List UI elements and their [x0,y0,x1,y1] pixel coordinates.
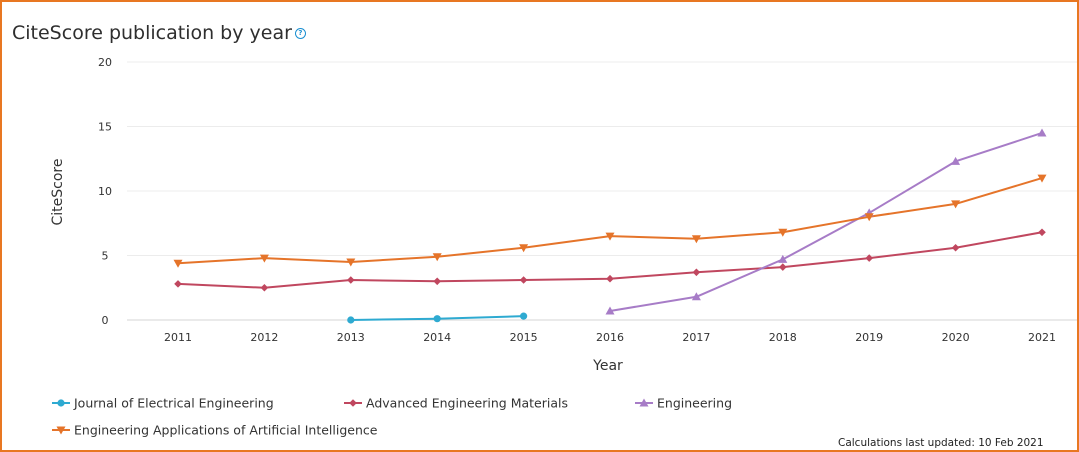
x-tick-label: 2013 [337,331,365,344]
data-point-marker[interactable] [347,276,355,284]
data-point-marker[interactable] [692,268,701,277]
data-point-marker[interactable] [951,200,961,209]
data-point-marker[interactable] [778,228,788,237]
x-tick-label: 2020 [942,331,970,344]
legend-label: Journal of Electrical Engineering [73,396,274,411]
legend-marker[interactable] [57,399,65,407]
data-point-marker[interactable] [173,259,183,268]
last-updated-note: Calculations last updated: 10 Feb 2021 [838,437,1044,449]
x-tick-labels: 2011 2012 2013 2014 2015 2016 2017 2018 2019 2020… [164,331,1056,344]
data-point-marker[interactable] [691,292,701,301]
x-tick-label: 2015 [510,331,538,344]
x-axis-title: Year [592,358,623,374]
data-point-marker[interactable] [605,306,615,315]
x-tick-label: 2016 [596,331,624,344]
data-point-marker[interactable] [606,274,614,283]
legend-marker[interactable] [349,399,357,407]
question-circle-icon[interactable]: ? [294,28,306,39]
data-point-marker[interactable] [519,276,528,284]
legend-item[interactable]: Engineering Applications of Artificial I… [52,423,378,438]
data-point-marker[interactable] [779,263,787,271]
series-markers [173,128,1047,324]
y-tick-label: 10 [98,185,112,198]
data-point-marker[interactable] [433,315,441,323]
data-point-marker[interactable] [1037,128,1047,137]
series-lines [177,131,1043,321]
x-tick-label: 2017 [682,331,710,344]
legend-label: Engineering Applications of Artificial I… [74,423,378,438]
legend-label: Engineering [657,396,732,411]
data-point-marker[interactable] [346,258,356,267]
data-point-marker[interactable] [260,283,269,292]
data-point-marker[interactable] [1037,174,1047,183]
series-line [609,131,1043,312]
data-point-marker[interactable] [259,254,269,263]
legend-label: Advanced Engineering Materials [366,396,568,411]
x-tick-label: 2012 [250,331,278,344]
legend-item[interactable]: Journal of Electrical Engineering [52,396,274,411]
y-tick-label: 0 [102,314,109,327]
legend-marker[interactable] [56,426,66,435]
data-point-marker[interactable] [951,156,961,165]
data-point-marker[interactable] [951,243,960,252]
data-point-marker[interactable] [433,277,441,286]
data-point-marker[interactable] [1038,228,1046,237]
chart-title: CiteScore publication by year? [12,22,306,44]
x-tick-label: 2014 [423,331,451,344]
legend-marker[interactable] [639,398,649,407]
chart-legend: Journal of Electrical Engineering Advance… [52,396,732,438]
data-point-marker[interactable] [520,312,528,320]
data-point-marker[interactable] [519,244,529,253]
y-tick-labels: 0 5 10 15 20 [98,56,112,327]
x-tick-label: 2021 [1028,331,1056,344]
x-tick-label: 2011 [164,331,192,344]
legend-item[interactable]: Advanced Engineering Materials [344,396,568,411]
data-point-marker[interactable] [864,213,874,222]
data-point-marker[interactable] [347,316,355,324]
data-point-marker[interactable] [778,254,788,263]
data-point-marker[interactable] [865,254,873,262]
data-point-marker[interactable] [174,280,182,288]
y-tick-label: 20 [98,56,112,69]
grid-lines [127,61,1077,321]
x-tick-label: 2019 [855,331,883,344]
y-tick-label: 15 [98,121,112,134]
legend-item[interactable]: Engineering [635,396,732,411]
data-point-marker[interactable] [432,253,442,262]
data-point-marker[interactable] [605,232,615,241]
y-tick-label: 5 [102,250,109,263]
data-point-marker[interactable] [691,235,701,244]
y-axis-title: CiteScore [50,159,66,226]
x-tick-label: 2018 [769,331,797,344]
